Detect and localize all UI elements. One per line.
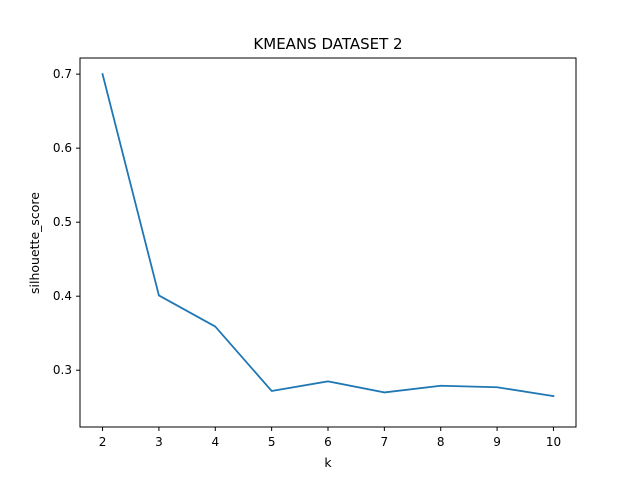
y-tick-label: 0.5 <box>53 215 72 229</box>
x-tick-label: 3 <box>155 435 163 449</box>
x-tick-label: 4 <box>211 435 219 449</box>
x-axis-label: k <box>324 455 332 470</box>
series-layer <box>101 73 555 398</box>
axes-frame <box>79 57 577 428</box>
x-tick-label: 8 <box>437 435 445 449</box>
x-tick-label: 7 <box>381 435 389 449</box>
x-tick-label: 10 <box>546 435 561 449</box>
x-tick-label: 2 <box>99 435 107 449</box>
y-tick-label: 0.6 <box>53 141 72 155</box>
y-tick-label: 0.3 <box>53 363 72 377</box>
x-axis-ticks: 2 3 4 5 6 7 8 9 10 <box>99 427 561 449</box>
chart-title: KMEANS DATASET 2 <box>253 35 402 53</box>
series-line <box>101 73 555 398</box>
y-tick-label: 0.7 <box>53 67 72 81</box>
y-axis-ticks: 0.3 0.4 0.5 0.6 0.7 <box>53 67 80 377</box>
x-tick-label: 5 <box>268 435 276 449</box>
y-tick-label: 0.4 <box>53 289 72 303</box>
x-tick-label: 6 <box>324 435 332 449</box>
y-axis-label: silhouette_score <box>27 192 42 294</box>
x-tick-label: 9 <box>493 435 501 449</box>
